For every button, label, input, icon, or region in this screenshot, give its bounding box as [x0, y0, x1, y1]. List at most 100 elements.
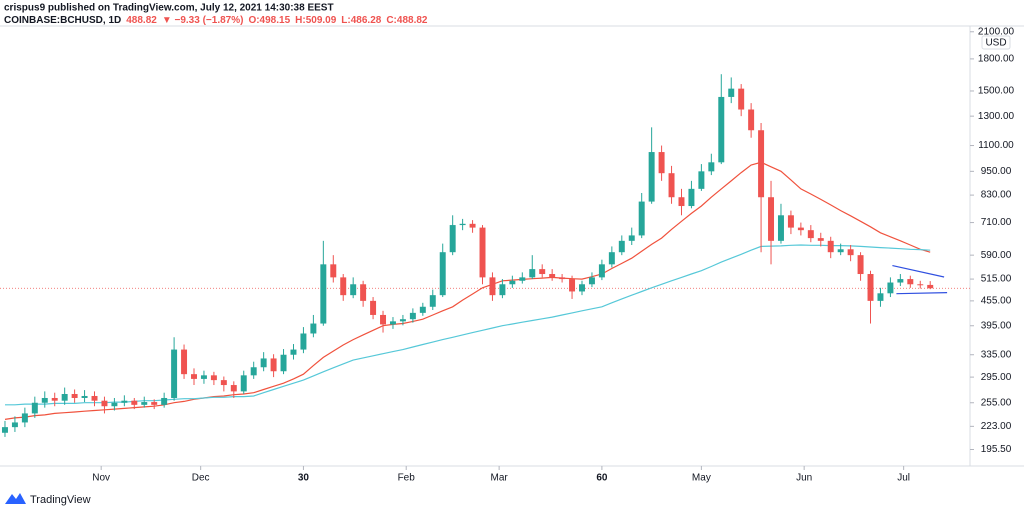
candle-body [31, 402, 38, 414]
candle-body [11, 422, 18, 428]
candle-body [718, 96, 725, 163]
candle-body [748, 109, 755, 131]
currency: USD [985, 38, 1006, 49]
y-tick-label: 710.00 [981, 217, 1012, 228]
candle-body [171, 349, 178, 398]
low: L:486.28 [341, 15, 381, 26]
candle-body [897, 279, 904, 283]
candle-body [290, 349, 297, 355]
candle-body [758, 130, 765, 198]
x-tick-label: Feb [398, 473, 416, 484]
candle-body [439, 252, 446, 296]
candle-body [41, 397, 48, 403]
candle-body [688, 188, 695, 207]
candle-body [877, 293, 884, 301]
open: O:498.15 [248, 15, 290, 26]
close: C:488.82 [386, 15, 428, 26]
candle-body [857, 255, 864, 275]
candle-body [280, 354, 287, 372]
candle-body [867, 274, 874, 301]
candle-body [380, 314, 387, 325]
candle-body [559, 277, 566, 280]
candle-body [161, 397, 168, 405]
candle-body [151, 402, 158, 405]
high: H:509.09 [295, 15, 337, 26]
trendline [892, 265, 945, 278]
candle-body [539, 269, 546, 275]
candle-body [499, 284, 506, 296]
y-tick-label: 295.00 [981, 372, 1012, 383]
candle-body [81, 395, 88, 398]
candle-body [459, 223, 466, 226]
x-tick-label: Mar [491, 473, 509, 484]
candle-body [21, 413, 28, 423]
x-tick-label: Jul [897, 473, 910, 484]
candle-body [141, 402, 148, 405]
candle-body [270, 358, 277, 372]
candle-body [91, 395, 98, 401]
candle-body [777, 215, 784, 241]
candle-body [708, 162, 715, 172]
candle-body [489, 277, 496, 296]
candle-body [569, 279, 576, 292]
candle-body [51, 397, 58, 401]
candle-body [131, 400, 138, 405]
x-tick-label: May [692, 473, 711, 484]
symbol: COINBASE:BCHUSD, 1D 488.82 ▼ −9.33 (−1.87%… [4, 15, 428, 26]
candle-body [549, 274, 556, 278]
candle-body [837, 249, 844, 253]
y-tick-label: 515.00 [981, 274, 1012, 285]
candle-body [797, 227, 804, 231]
logo: TradingView [5, 493, 91, 506]
candle-body [200, 375, 207, 379]
y-tick-label: 255.00 [981, 397, 1012, 408]
trendline [896, 292, 948, 295]
candle-body [409, 312, 416, 320]
candle-body [509, 280, 516, 285]
symbol-name: COINBASE:BCHUSD, 1D [4, 15, 121, 26]
candle-body [728, 88, 735, 97]
candle-body [250, 367, 257, 376]
candle-body [658, 152, 665, 174]
x-tick-label: 60 [596, 473, 608, 484]
candle-body [1, 427, 8, 433]
y-tick-label: 1300.00 [978, 111, 1015, 122]
candle-body [330, 264, 337, 278]
byline: crispus9 published on TradingView.com, J… [4, 3, 334, 14]
candle-body [678, 197, 685, 207]
x-tick-label: 30 [298, 473, 310, 484]
candle-body [698, 171, 705, 189]
candle-body [529, 269, 536, 278]
candle-body [340, 277, 347, 296]
candle-body [240, 375, 247, 392]
candle-body [917, 284, 924, 286]
candle-body [927, 284, 934, 289]
currency-box [981, 35, 1011, 50]
candle-body [638, 201, 645, 236]
candle-body [389, 321, 396, 325]
candle-body [310, 323, 317, 334]
candle-body [887, 282, 894, 294]
candle-body [300, 333, 307, 350]
y-tick-label: 195.50 [981, 444, 1012, 455]
y-tick-label: 223.00 [981, 421, 1012, 432]
y-tick-label: 950.00 [981, 166, 1012, 177]
candle-body [817, 238, 824, 241]
candle-body [807, 230, 814, 239]
candle-body [210, 375, 217, 381]
y-tick-label: 2100.00 [978, 26, 1015, 37]
y-tick-label: 395.00 [981, 320, 1012, 331]
logo-text: TradingView [30, 494, 91, 506]
x-tick-label: Dec [192, 473, 210, 484]
y-tick-label: 455.00 [981, 296, 1012, 307]
y-tick-label: 335.00 [981, 349, 1012, 360]
x-tick-label: Jun [796, 473, 812, 484]
candle-body [579, 284, 585, 292]
y-tick-label: 590.00 [981, 250, 1012, 261]
candle-body [220, 380, 227, 386]
candle-body [111, 402, 118, 407]
candle-body [181, 349, 188, 375]
candle-body [399, 319, 406, 322]
candle-body [668, 173, 675, 198]
